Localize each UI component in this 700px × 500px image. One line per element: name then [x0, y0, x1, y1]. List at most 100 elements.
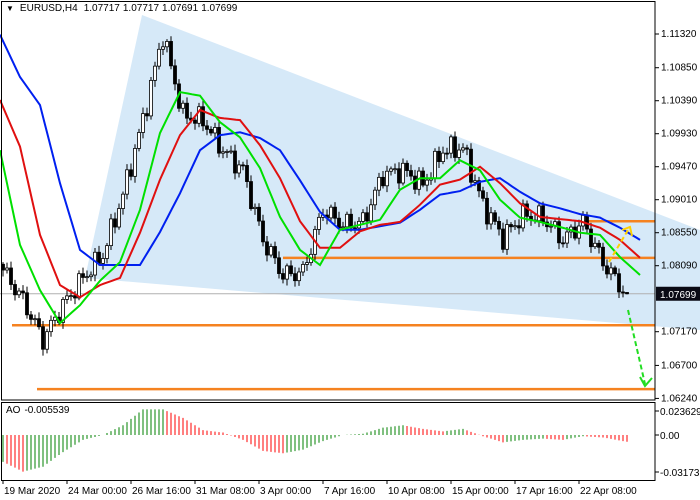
- bullish-candle[interactable]: [181, 102, 185, 109]
- bullish-candle[interactable]: [369, 204, 373, 222]
- bearish-candle[interactable]: [201, 106, 205, 127]
- bearish-candle[interactable]: [333, 206, 337, 219]
- bullish-candle[interactable]: [109, 218, 113, 247]
- bullish-candle[interactable]: [93, 251, 97, 276]
- bullish-candle[interactable]: [137, 132, 141, 149]
- bearish-candle[interactable]: [21, 290, 25, 294]
- bullish-candle[interactable]: [341, 226, 345, 229]
- bullish-candle[interactable]: [253, 206, 257, 210]
- bullish-candle[interactable]: [449, 136, 453, 154]
- bullish-candle[interactable]: [301, 264, 305, 273]
- bearish-candle[interactable]: [381, 176, 385, 187]
- bearish-candle[interactable]: [289, 265, 293, 275]
- bullish-candle[interactable]: [361, 212, 365, 222]
- bearish-candle[interactable]: [465, 147, 469, 150]
- bullish-candle[interactable]: [537, 205, 541, 222]
- bearish-candle[interactable]: [169, 41, 173, 67]
- bearish-candle[interactable]: [273, 246, 277, 259]
- bullish-candle[interactable]: [221, 151, 225, 154]
- bearish-candle[interactable]: [9, 267, 13, 285]
- bearish-candle[interactable]: [601, 246, 605, 267]
- bearish-candle[interactable]: [113, 218, 117, 228]
- bearish-candle[interactable]: [261, 220, 265, 243]
- bullish-candle[interactable]: [317, 216, 321, 230]
- bearish-candle[interactable]: [497, 220, 501, 230]
- bullish-candle[interactable]: [141, 113, 145, 133]
- bullish-candle[interactable]: [121, 193, 125, 209]
- bullish-candle[interactable]: [65, 295, 69, 300]
- bullish-candle[interactable]: [5, 267, 9, 271]
- bullish-candle[interactable]: [285, 265, 289, 280]
- bearish-candle[interactable]: [589, 228, 593, 248]
- bullish-candle[interactable]: [565, 231, 569, 244]
- bearish-candle[interactable]: [525, 203, 529, 217]
- bullish-candle[interactable]: [17, 290, 21, 296]
- bearish-candle[interactable]: [517, 225, 521, 229]
- bullish-candle[interactable]: [161, 46, 165, 50]
- bearish-candle[interactable]: [173, 65, 177, 85]
- triangle-down-icon[interactable]: ▼: [6, 4, 14, 13]
- bearish-candle[interactable]: [613, 267, 617, 275]
- bullish-candle[interactable]: [593, 242, 597, 248]
- bullish-candle[interactable]: [105, 245, 109, 259]
- bullish-candle[interactable]: [225, 151, 229, 153]
- bullish-candle[interactable]: [441, 152, 445, 163]
- bullish-candle[interactable]: [269, 246, 273, 256]
- bearish-candle[interactable]: [249, 181, 253, 210]
- bullish-candle[interactable]: [457, 149, 461, 158]
- bearish-candle[interactable]: [453, 136, 457, 158]
- bearish-candle[interactable]: [409, 170, 413, 177]
- bullish-candle[interactable]: [521, 203, 525, 229]
- bearish-candle[interactable]: [281, 273, 285, 280]
- bullish-candle[interactable]: [213, 127, 217, 134]
- bullish-candle[interactable]: [345, 213, 349, 228]
- bearish-candle[interactable]: [493, 212, 497, 222]
- bullish-candle[interactable]: [513, 225, 517, 228]
- bullish-candle[interactable]: [473, 180, 477, 183]
- bearish-candle[interactable]: [209, 128, 213, 134]
- bearish-candle[interactable]: [81, 273, 85, 278]
- bullish-candle[interactable]: [125, 169, 129, 195]
- bullish-candle[interactable]: [581, 214, 585, 227]
- bearish-candle[interactable]: [561, 242, 565, 245]
- bullish-candle[interactable]: [389, 168, 393, 172]
- bullish-candle[interactable]: [297, 271, 301, 282]
- bearish-candle[interactable]: [405, 162, 409, 171]
- bearish-candle[interactable]: [257, 206, 261, 222]
- bullish-candle[interactable]: [165, 41, 169, 48]
- bearish-candle[interactable]: [73, 295, 77, 299]
- bearish-candle[interactable]: [37, 318, 41, 328]
- bearish-candle[interactable]: [185, 102, 189, 119]
- bullish-candle[interactable]: [77, 273, 81, 299]
- bullish-candle[interactable]: [505, 224, 509, 250]
- bearish-candle[interactable]: [97, 251, 101, 264]
- bearish-candle[interactable]: [557, 221, 561, 244]
- bearish-candle[interactable]: [25, 292, 29, 316]
- bearish-candle[interactable]: [129, 169, 133, 177]
- bullish-candle[interactable]: [385, 170, 389, 187]
- bearish-candle[interactable]: [605, 265, 609, 275]
- bullish-candle[interactable]: [461, 147, 465, 151]
- bearish-candle[interactable]: [437, 150, 441, 163]
- bearish-candle[interactable]: [241, 164, 245, 167]
- bullish-candle[interactable]: [101, 258, 105, 264]
- bearish-candle[interactable]: [193, 119, 197, 124]
- bearish-candle[interactable]: [245, 165, 249, 182]
- bullish-candle[interactable]: [329, 206, 333, 219]
- bullish-candle[interactable]: [229, 150, 233, 153]
- bearish-candle[interactable]: [265, 241, 269, 256]
- bearish-candle[interactable]: [397, 168, 401, 184]
- bearish-candle[interactable]: [233, 150, 237, 174]
- bullish-candle[interactable]: [489, 212, 493, 225]
- bearish-candle[interactable]: [217, 127, 221, 154]
- bullish-candle[interactable]: [153, 65, 157, 81]
- bearish-candle[interactable]: [509, 224, 513, 228]
- bullish-candle[interactable]: [45, 331, 49, 350]
- bullish-candle[interactable]: [149, 79, 153, 117]
- bullish-candle[interactable]: [61, 298, 65, 323]
- bullish-candle[interactable]: [69, 295, 73, 298]
- bearish-candle[interactable]: [617, 273, 621, 293]
- bearish-candle[interactable]: [277, 257, 281, 274]
- bullish-candle[interactable]: [49, 319, 53, 333]
